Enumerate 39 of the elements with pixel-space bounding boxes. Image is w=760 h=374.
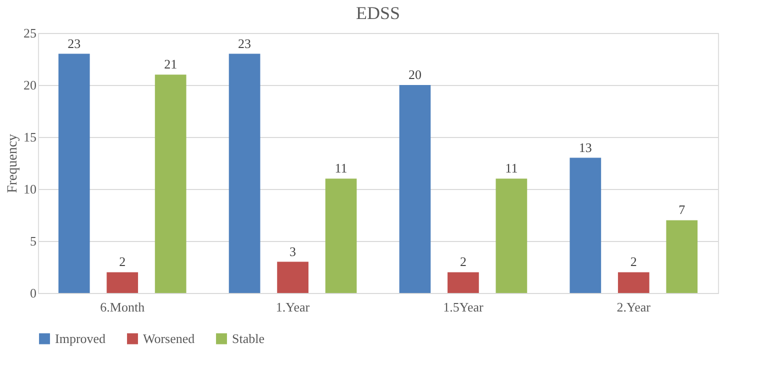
bar	[325, 178, 357, 293]
legend-label: Worsened	[143, 330, 196, 346]
data-label: 7	[678, 202, 686, 218]
bar	[666, 220, 698, 293]
x-tick-label: 6.Month	[100, 300, 146, 314]
x-tick-label: 1.5Year	[443, 300, 484, 314]
y-tick-label: 10	[24, 182, 36, 196]
bar	[496, 178, 528, 293]
x-tick-label: 2.Year	[616, 300, 652, 314]
data-label: 11	[334, 160, 348, 176]
data-label: 2	[630, 254, 637, 270]
data-label: 21	[164, 56, 178, 72]
bar	[228, 54, 260, 293]
bar	[399, 85, 431, 293]
data-label: 13	[578, 140, 592, 155]
bar	[448, 272, 479, 293]
y-tick-label: 5	[30, 234, 36, 248]
data-label: 20	[408, 67, 422, 82]
legend-label: Improved	[55, 330, 106, 346]
y-axis-title: Frequency	[6, 134, 20, 194]
legend-label: Stable	[232, 330, 265, 346]
bar	[58, 54, 90, 293]
y-tick-label: 20	[24, 78, 36, 92]
data-label: 3	[290, 244, 296, 259]
data-label: 2	[460, 254, 466, 270]
x-tick-label: 1.Year	[276, 300, 310, 314]
bar	[618, 272, 650, 293]
y-tick-label: 15	[24, 130, 36, 144]
data-label: 23	[68, 36, 81, 51]
chart-title: EDSS	[356, 3, 400, 23]
data-label: 2	[119, 254, 126, 270]
bar	[106, 272, 138, 293]
bar	[154, 74, 186, 293]
y-tick-label: 0	[30, 286, 36, 300]
bar	[277, 262, 308, 293]
bar	[570, 158, 602, 293]
data-label: 23	[238, 36, 252, 51]
data-label: 11	[505, 160, 518, 176]
y-tick-label: 25	[24, 26, 36, 40]
